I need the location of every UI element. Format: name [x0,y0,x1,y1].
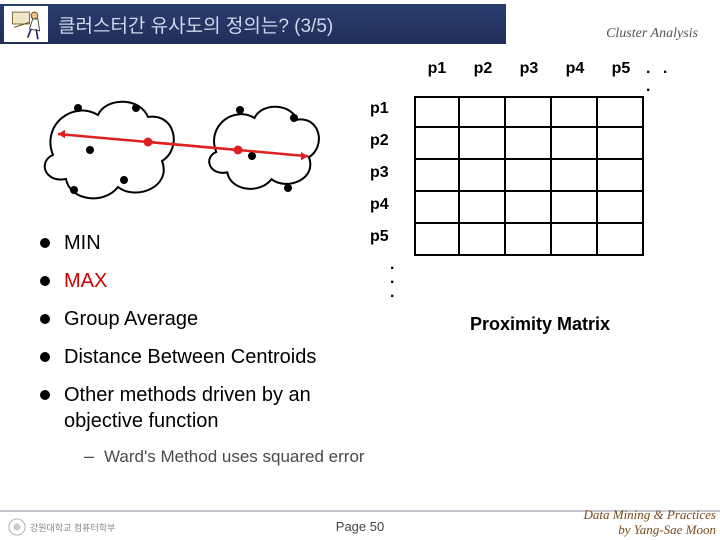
slide-category: Cluster Analysis [606,26,698,42]
bullet-icon [40,352,50,362]
method-label: Distance Between Centroids [64,344,316,370]
footer-line2: by Yang-Sae Moon [583,522,716,538]
matrix-cell [460,96,506,128]
presenter-icon [4,6,48,42]
matrix-cell [460,160,506,192]
row-header: p2 [370,128,414,150]
matrix-cell [598,128,644,160]
cluster-diagram [28,60,338,210]
matrix-row-dots: ... [390,260,700,298]
bullet-icon [40,238,50,248]
matrix-cell [414,224,460,256]
row-header: p1 [370,96,414,118]
matrix-cell [506,192,552,224]
page-number: Page 50 [336,519,384,534]
matrix-cell [552,160,598,192]
method-label: MIN [64,230,101,256]
footer-credits: Data Mining & Practices by Yang-Sae Moon [583,507,716,538]
bullet-icon [40,314,50,324]
bullet-icon [40,390,50,400]
matrix-row: p1 [370,96,700,128]
sub-dash: – [84,446,94,467]
slide-title: 클러스터간 유사도의 정의는? (3/5) [58,11,333,38]
col-header: p2 [460,60,506,96]
method-label: Other methods driven by an objective fun… [64,382,380,434]
matrix-cell [460,224,506,256]
matrix-cell [460,192,506,224]
method-item: MAX [40,268,380,294]
matrix-cell [414,128,460,160]
matrix-row: p5 [370,224,700,256]
matrix-row: p3 [370,160,700,192]
matrix-cell [598,160,644,192]
method-item: Distance Between Centroids [40,344,380,370]
slide-footer: 강원대학교 컴퓨터학부 Page 50 Data Mining & Practi… [0,510,720,540]
matrix-row: p2 [370,128,700,160]
sub-method: – Ward's Method uses squared error [84,446,380,467]
method-item: MIN [40,230,380,256]
matrix-row: p4 [370,192,700,224]
matrix-cell [506,160,552,192]
matrix-cell [506,224,552,256]
col-header: p4 [552,60,598,96]
matrix-cell [552,128,598,160]
slide-title-bar: 클러스터간 유사도의 정의는? (3/5) [0,4,506,44]
col-header: p1 [414,60,460,96]
footer-logo-text: 강원대학교 컴퓨터학부 [30,521,115,534]
col-header: p5 [598,60,644,96]
col-header-dots: . . . [644,60,684,96]
method-label: Group Average [64,306,198,332]
footer-line1: Data Mining & Practices [583,507,716,523]
matrix-cell [552,192,598,224]
matrix-cell [552,96,598,128]
method-label: MAX [64,268,107,294]
footer-logo: 강원대학교 컴퓨터학부 [8,518,115,536]
matrix-cell [598,224,644,256]
matrix-cell [552,224,598,256]
row-header: p3 [370,160,414,182]
matrix-col-headers: p1 p2 p3 p4 p5 . . . [414,60,700,96]
method-item: Group Average [40,306,380,332]
methods-list: MIN MAX Group Average Distance Between Cent… [40,230,380,467]
col-header: p3 [506,60,552,96]
matrix-caption: Proximity Matrix [470,314,700,335]
matrix-cell [506,96,552,128]
matrix-cell [414,96,460,128]
matrix-cell [414,160,460,192]
sub-method-label: Ward's Method uses squared error [104,447,365,467]
matrix-cell [598,96,644,128]
matrix-cell [414,192,460,224]
proximity-matrix: p1 p2 p3 p4 p5 . . . p1p2p3p4p5 ... Prox… [370,60,700,335]
method-item: Other methods driven by an objective fun… [40,382,380,434]
bullet-icon [40,276,50,286]
matrix-cell [506,128,552,160]
matrix-cell [598,192,644,224]
row-header: p4 [370,192,414,214]
matrix-cell [460,128,506,160]
